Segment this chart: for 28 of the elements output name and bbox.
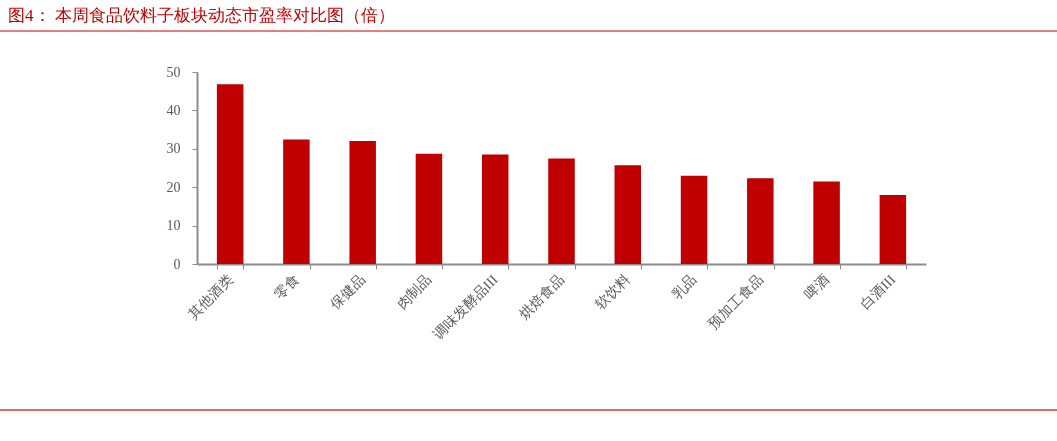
- x-tick-label: 啤酒: [801, 271, 833, 303]
- y-tick-label: 10: [166, 218, 181, 234]
- bar: [548, 158, 575, 264]
- bar: [349, 141, 376, 264]
- y-tick-label: 0: [173, 256, 181, 272]
- y-tick-label: 20: [166, 179, 181, 195]
- x-tick-label: 零食: [271, 271, 302, 303]
- bar: [481, 154, 509, 264]
- x-tick-label: 软饮料: [592, 271, 634, 313]
- x-tick-label: 乳品: [669, 271, 700, 303]
- bar: [614, 165, 642, 264]
- y-tick-label: 30: [166, 141, 181, 157]
- y-tick-label: 50: [166, 64, 181, 80]
- y-tick-label: 40: [166, 102, 181, 118]
- x-tick-label: 保健品: [327, 271, 369, 313]
- x-tick-label: 预加工食品: [705, 271, 766, 332]
- bar: [415, 153, 443, 264]
- chart-title: 图4： 本周食品饮料子板块动态市盈率对比图（倍）: [8, 6, 395, 25]
- x-tick-label: 肉制品: [394, 271, 435, 313]
- bar: [680, 175, 708, 264]
- x-tick-label: 烘焙食品: [516, 271, 567, 323]
- x-tick-label: 白酒III: [858, 271, 899, 313]
- bar: [747, 178, 774, 264]
- bar: [813, 181, 840, 264]
- x-tick-label: 其他酒类: [185, 271, 236, 323]
- bar: [879, 194, 907, 264]
- bar: [283, 139, 310, 264]
- bar: [216, 84, 244, 264]
